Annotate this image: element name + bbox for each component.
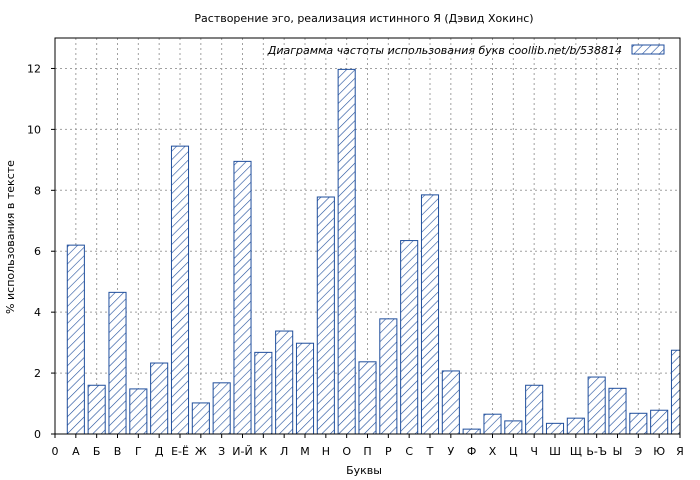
bar-Ш [545,422,565,435]
y-tick-label: 0 [34,428,41,441]
x-tick-label: Н [322,445,330,458]
y-tick-label: 12 [27,62,41,75]
bar-Г [129,388,148,435]
x-tick-label: В [114,445,122,458]
y-tick-label: 4 [34,306,41,319]
y-tick-label: 6 [34,245,41,258]
legend: Диаграмма частоты использования букв coo… [267,44,665,57]
bar-А [66,244,85,435]
bar-Б [87,384,106,435]
bar-И-Й [233,160,252,435]
bar-Э [629,412,648,435]
x-tick-label: К [259,445,267,458]
bar-Ч [525,384,544,435]
x-tick-label: Ж [195,445,207,458]
x-tick-label: М [300,445,310,458]
bar-Р [379,318,398,435]
x-axis-ticks: 0 А Б В Г Д Е-Ё Ж З И-Й К Л М Н О П Р С Т У Ф Х Ц Ч Ш Щ Ь-Ъ Ы Э Ю Я [52,434,684,458]
bar-Д [150,362,169,435]
bar-С [400,240,419,435]
bar-Ы [608,387,627,435]
x-tick-label: С [405,445,413,458]
bar-Щ [566,417,585,435]
x-tick-label: Д [155,445,164,458]
bar-Е-Ё [170,145,190,435]
x-axis-label: Буквы [346,464,382,477]
x-tick-label: П [363,445,371,458]
x-tick-label: Ч [530,445,538,458]
x-tick-label: Ц [509,445,518,458]
x-tick-label: Е-Ё [171,445,189,458]
x-tick-label: Л [280,445,288,458]
bar-В [108,291,127,435]
chart-title: Растворение эго, реализация истинного Я … [194,12,533,25]
x-tick-label: Т [426,445,434,458]
bar-О [337,68,356,435]
x-tick-label: И-Й [232,445,252,458]
x-tick-label: Б [93,445,101,458]
y-axis-ticks: 0 2 4 6 8 10 12 [27,62,55,441]
bar-Т [420,194,440,435]
bar-Ц [504,420,523,435]
x-tick-label: Щ [570,445,582,458]
x-tick-label: А [72,445,80,458]
bar-М [295,342,315,435]
legend-swatch [631,44,665,55]
x-tick-label: Х [489,445,497,458]
x-tick-label: Ы [613,445,623,458]
bars [66,68,681,435]
bar-У [441,370,460,435]
legend-label: Диаграмма частоты использования букв coo… [267,44,622,57]
y-tick-label: 8 [34,184,41,197]
bar-Л [275,330,294,435]
x-tick-label: 0 [52,445,59,458]
x-tick-label: Э [634,445,642,458]
bar-Н [316,196,335,435]
x-tick-label: Я [676,445,684,458]
y-tick-label: 10 [27,123,41,136]
bar-Х [483,413,502,435]
x-tick-label: Ь-Ъ [586,445,607,458]
x-tick-label: З [218,445,225,458]
x-tick-label: У [447,445,454,458]
bar-Ж [191,402,210,435]
bar-Ф [462,428,481,435]
x-tick-label: Ш [549,445,561,458]
bar-Я [670,349,681,435]
x-tick-label: Р [385,445,392,458]
y-axis-label: % использования в тексте [4,160,17,314]
bar-З [212,382,231,435]
x-tick-label: Г [135,445,142,458]
x-tick-label: Ф [467,445,476,458]
bar-Ь-Ъ [587,376,606,435]
bar-Ю [650,409,669,435]
bar-П [358,361,377,435]
y-tick-label: 2 [34,367,41,380]
bar-К [254,351,273,435]
x-tick-label: Ю [653,445,665,458]
x-tick-label: О [342,445,351,458]
